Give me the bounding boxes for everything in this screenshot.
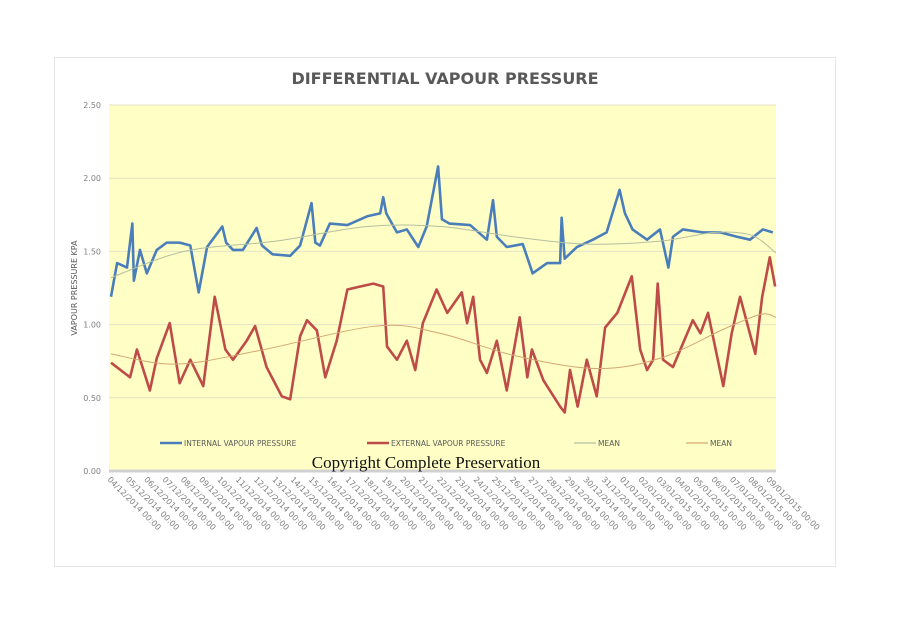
plot-area bbox=[109, 105, 776, 471]
y-tick-label: 0.50 bbox=[83, 394, 101, 403]
y-tick-label: 2.50 bbox=[83, 101, 101, 110]
copyright-annotation: Copyright Complete Preservation bbox=[312, 453, 541, 472]
legend-label: INTERNAL VAPOUR PRESSURE bbox=[184, 439, 297, 448]
y-tick-label: 0.00 bbox=[83, 467, 101, 476]
y-tick-label: 1.00 bbox=[83, 321, 101, 330]
y-axis-label: VAPOUR PRESSURE KPA bbox=[70, 240, 79, 336]
series-line-0 bbox=[109, 165, 774, 298]
series-line-1 bbox=[110, 255, 777, 414]
series-line-3 bbox=[110, 313, 777, 370]
legend-label: EXTERNAL VAPOUR PRESSURE bbox=[391, 439, 506, 448]
legend-label: MEAN bbox=[598, 439, 620, 448]
chart-title: DIFFERENTIAL VAPOUR PRESSURE bbox=[291, 69, 598, 88]
legend-label: MEAN bbox=[710, 439, 732, 448]
legend-entry: MEAN bbox=[686, 439, 732, 448]
legend-entry: MEAN bbox=[574, 439, 620, 448]
legend-entry: INTERNAL VAPOUR PRESSURE bbox=[160, 439, 297, 448]
y-tick-label: 1.50 bbox=[83, 247, 101, 256]
series-line-2 bbox=[110, 224, 777, 279]
y-tick-label: 2.00 bbox=[83, 174, 101, 183]
chart-frame bbox=[54, 57, 836, 567]
legend-entry: EXTERNAL VAPOUR PRESSURE bbox=[367, 439, 506, 448]
